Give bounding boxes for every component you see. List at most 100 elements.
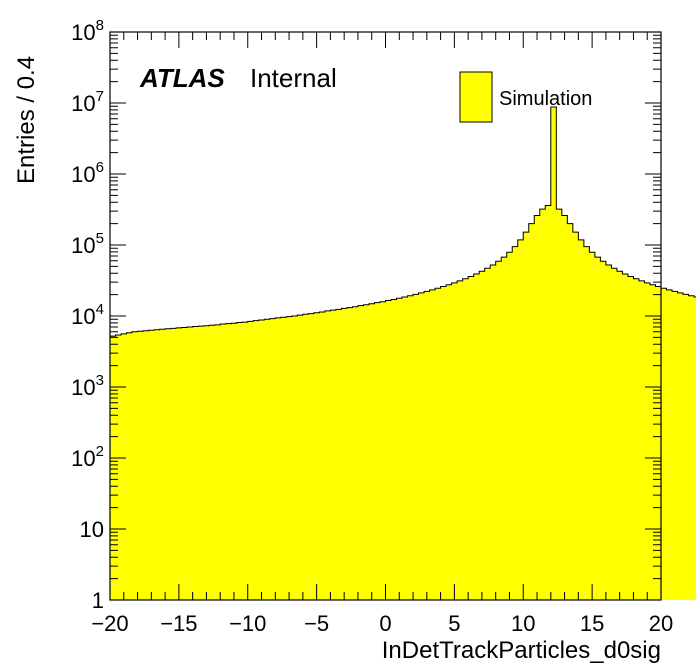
histogram-bar [633,278,640,600]
x-tick-label: 5 [448,611,460,636]
histogram-bar [126,332,133,600]
histogram-bar [561,215,568,600]
histogram-bar [462,278,469,600]
histogram-bar [297,315,304,600]
x-tick-label: 15 [580,611,604,636]
histogram-bar [330,310,337,600]
histogram-bar [572,232,579,600]
histogram-bar [440,286,447,600]
histogram-bar [605,264,613,600]
histogram-bar [363,304,370,600]
y-tick-label: 107 [71,88,104,116]
histogram-bar [672,291,679,600]
histogram-bar [407,295,414,600]
histogram-bar [214,324,221,600]
histogram-bar [473,274,480,600]
histogram-outline [110,106,696,337]
histogram-bar [589,252,596,600]
histogram-bar [517,239,524,601]
histogram-bar [649,284,657,600]
histogram-bar [688,295,695,600]
histogram-bar [396,298,403,600]
histogram-bar [368,303,376,600]
histogram-bar [539,209,546,601]
internal-label: Internal [250,63,337,93]
histogram-bar [468,276,475,600]
legend-label-simulation: Simulation [499,88,592,110]
histogram-bar [324,310,331,600]
histogram-bar [286,316,293,600]
histogram-bar [661,288,668,600]
histogram-bar [435,288,442,600]
histogram-bar [567,223,574,600]
histogram-bar [220,324,227,600]
histogram-bar [523,232,530,600]
histogram-bar [446,284,453,600]
y-tick-label: 103 [71,372,104,400]
histogram-bar [313,312,320,600]
histogram-bar [501,257,508,600]
histogram-bar [655,286,662,600]
histogram-bar [231,323,238,600]
y-tick-label: 10 [80,517,104,542]
histogram-bar [346,307,354,600]
x-tick-label: 10 [511,611,535,636]
histogram-bar [275,317,282,600]
histogram-bar [616,271,624,600]
histogram-bar [341,308,348,600]
histogram-bar [121,333,128,600]
histogram-bar [319,311,326,600]
y-tick-label: 106 [71,159,104,187]
histogram-bar [154,329,161,600]
histogram-bar [137,331,144,600]
y-tick-label: 102 [71,443,104,471]
y-tick-label: 105 [71,230,104,258]
histogram-bar [308,313,315,600]
histogram-bar [209,325,216,600]
histogram-bar [550,106,557,601]
histogram-bar [556,209,563,601]
histogram-bar [258,319,265,600]
histogram-bar [600,261,607,600]
histogram-bar [280,317,287,600]
x-tick-label: −5 [304,611,329,636]
histogram-bar [451,282,458,600]
histogram-bar [291,316,298,600]
histogram-bar [176,327,183,600]
x-axis-label: InDetTrackParticles_d0sig [382,637,661,664]
histogram-bar [192,326,199,600]
histogram-bar [683,294,690,600]
plot-frame [109,31,662,601]
histogram-bar [666,289,673,600]
histogram-bar [391,299,398,600]
histogram-bar [132,331,139,600]
histogram-bar [264,319,271,600]
histogram-bar [247,321,254,600]
histogram-bar [402,297,409,600]
histogram-bars [110,106,696,601]
histogram-bar [115,335,122,600]
histogram-bar [110,336,117,600]
histogram-bar [170,328,177,600]
histogram-bar [429,289,436,600]
histogram-bar [694,297,696,600]
histogram-bar [357,305,365,600]
histogram-bar [611,268,618,600]
histogram-bar [198,326,205,600]
histogram-bar [165,328,172,600]
histogram-bar [225,323,232,600]
y-tick-label: 108 [71,17,104,45]
histogram-bar [374,302,381,600]
histogram-bar [490,264,497,600]
x-tick-label: −15 [160,611,197,636]
histogram-bar [335,309,343,600]
histogram-bar [187,326,194,600]
histogram-bar [545,205,552,601]
histogram-bar [143,330,150,600]
histogram-bar [148,330,155,600]
histogram-bar [424,291,431,600]
y-tick-labels: 1 10 102 103 104 105 106 107 108 [71,17,104,613]
atlas-label: ATLAS [139,63,225,93]
x-tick-label: 20 [649,611,673,636]
